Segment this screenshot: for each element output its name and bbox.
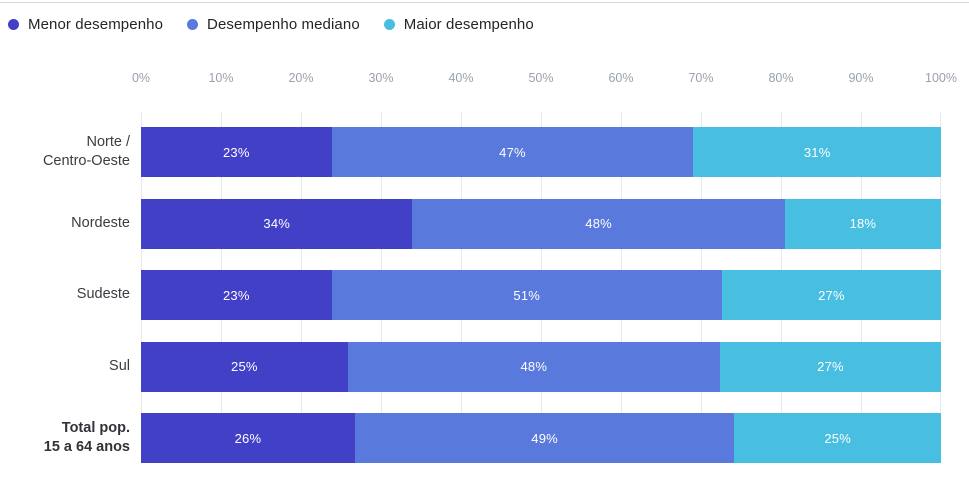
axis-tick-label: 60% bbox=[608, 71, 634, 85]
bar-value-label: 48% bbox=[520, 359, 548, 374]
bar-segment: 47% bbox=[331, 127, 694, 177]
bar-value-label: 34% bbox=[263, 216, 291, 231]
axis-tick-label: 100% bbox=[925, 71, 957, 85]
top-divider bbox=[0, 2, 969, 3]
bar-value-label: 18% bbox=[849, 216, 877, 231]
legend-label: Maior desempenho bbox=[403, 16, 534, 33]
category-label-line: Total pop. bbox=[61, 419, 130, 436]
legend-label: Desempenho mediano bbox=[207, 16, 360, 33]
bar-value-label: 27% bbox=[817, 359, 844, 374]
bar-value-label: 49% bbox=[531, 430, 558, 446]
bar-value-label: 25% bbox=[231, 359, 258, 374]
legend-item: Menor desempenho bbox=[8, 16, 163, 33]
bar-value-label: 23% bbox=[222, 144, 250, 160]
stacked-bar: 23% 47% 31% bbox=[141, 127, 941, 177]
category-label: Nordeste bbox=[0, 199, 130, 249]
axis-tick-label: 40% bbox=[448, 71, 474, 85]
bar-segment: 34% bbox=[141, 198, 413, 249]
bar-segment: 51% bbox=[331, 270, 722, 320]
stacked-bar: 34% 48% 18% bbox=[141, 198, 941, 249]
axis-tick-label: 30% bbox=[368, 71, 394, 85]
chart-row: Sudeste 23% 51% 27% bbox=[0, 270, 969, 320]
axis-tick-label: 50% bbox=[528, 71, 554, 85]
bar-segment: 48% bbox=[412, 198, 785, 249]
bar-segment: 25% bbox=[141, 341, 348, 392]
bar-value-label: 27% bbox=[818, 287, 845, 303]
x-axis: 0% 10% 20% 30% 40% 50% 60% 70% 80% 90% 100% bbox=[132, 71, 957, 87]
bar-segment: 23% bbox=[141, 127, 332, 177]
category-label-line: 15 a 64 anos bbox=[43, 439, 130, 455]
legend-label: Menor desempenho bbox=[28, 16, 164, 33]
bar-value-label: 51% bbox=[513, 287, 541, 303]
chart-row: Norte / Centro-Oeste 23% 47% 31% bbox=[0, 127, 969, 177]
category-label: Sudeste bbox=[0, 270, 130, 320]
category-label: Total pop. 15 a 64 anos bbox=[0, 413, 130, 463]
category-label-line: Nordeste bbox=[71, 214, 130, 231]
axis-tick-label: 0% bbox=[131, 71, 151, 85]
category-label: Norte / Centro-Oeste bbox=[0, 127, 130, 177]
legend: Menor desempenho Desempenho mediano Maior … bbox=[8, 16, 534, 33]
stacked-bar: 25% 48% 27% bbox=[141, 341, 941, 392]
legend-item: Desempenho mediano bbox=[187, 16, 360, 33]
category-label-line: Sudeste bbox=[76, 286, 130, 303]
stacked-bar: 23% 51% 27% bbox=[141, 270, 941, 320]
category-label-line: Sul bbox=[109, 357, 130, 374]
legend-dot-icon bbox=[383, 19, 395, 30]
bar-value-label: 26% bbox=[234, 430, 262, 446]
axis-tick-label: 10% bbox=[208, 71, 234, 85]
axis-tick-label: 90% bbox=[848, 71, 874, 85]
bar-segment: 26% bbox=[141, 413, 355, 463]
bar-segment: 18% bbox=[784, 198, 941, 249]
bar-segment: 27% bbox=[721, 270, 941, 320]
axis-tick-label: 80% bbox=[768, 71, 794, 85]
bar-segment: 25% bbox=[734, 413, 941, 463]
category-label-line: Norte / bbox=[86, 133, 130, 150]
bar-segment: 27% bbox=[719, 341, 941, 392]
bar-segment: 23% bbox=[141, 270, 332, 320]
bar-segment: 31% bbox=[693, 127, 941, 177]
legend-dot-icon bbox=[187, 19, 199, 30]
stacked-bar: 26% 49% 25% bbox=[141, 413, 941, 463]
bar-value-label: 31% bbox=[803, 144, 831, 160]
axis-tick-label: 70% bbox=[688, 71, 714, 85]
legend-item: Maior desempenho bbox=[383, 16, 534, 33]
chart-row: Total pop. 15 a 64 anos 26% 49% 25% bbox=[0, 413, 969, 463]
chart-row: Nordeste 34% 48% 18% bbox=[0, 198, 969, 249]
bar-value-label: 25% bbox=[824, 430, 851, 446]
chart-row: Sul 25% 48% 27% bbox=[0, 341, 969, 392]
category-label: Sul bbox=[0, 342, 130, 392]
bar-value-label: 23% bbox=[222, 287, 250, 303]
bar-value-label: 48% bbox=[585, 216, 612, 231]
bar-value-label: 47% bbox=[499, 144, 526, 160]
axis-tick-label: 20% bbox=[288, 71, 314, 85]
legend-dot-icon bbox=[8, 19, 19, 30]
category-label-line: Centro-Oeste bbox=[42, 153, 130, 169]
bar-segment: 49% bbox=[354, 413, 735, 463]
bar-segment: 48% bbox=[347, 341, 720, 392]
